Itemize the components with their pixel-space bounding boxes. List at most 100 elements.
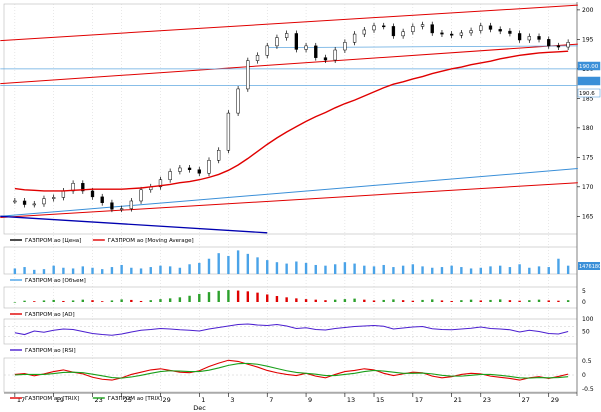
price-candle <box>22 200 27 205</box>
ad-bar <box>304 299 308 302</box>
price-candle <box>246 60 250 90</box>
volume-bar <box>101 269 104 274</box>
price-candle <box>32 203 36 206</box>
price-candle <box>372 25 376 31</box>
price-candle <box>61 190 66 198</box>
price-candle <box>566 42 570 48</box>
x-tick-label: 27 <box>522 396 530 404</box>
price-candle <box>187 167 192 170</box>
x-tick-label: 15 <box>376 396 384 404</box>
volume-bar <box>333 264 337 274</box>
price-candle <box>401 31 405 37</box>
ad-bar <box>440 300 444 302</box>
ad-bar <box>353 298 356 302</box>
x-tick-label: 9 <box>308 396 312 404</box>
price-label-box <box>577 76 601 86</box>
price-candle <box>265 45 269 56</box>
ad-bar <box>498 299 502 302</box>
volume-bar <box>547 267 550 274</box>
price-candle <box>178 167 182 172</box>
channel-upper-line <box>0 4 578 42</box>
volume-bar <box>227 255 230 274</box>
price-candle <box>129 200 133 209</box>
volume-bar <box>528 267 531 274</box>
ad-bar <box>343 299 347 302</box>
ad-bar <box>547 300 550 302</box>
price-candle <box>236 88 240 114</box>
ad-bar <box>266 294 269 302</box>
volume-bar <box>518 264 521 274</box>
legend-label: ГАЗПРОМ ao [Объем] <box>25 278 86 284</box>
price-candle <box>110 202 114 210</box>
ad-bar <box>537 299 541 302</box>
volume-bar <box>207 258 211 274</box>
price-candle <box>556 45 561 48</box>
x-tick-label: 17 <box>415 396 423 404</box>
ad-bar <box>149 300 152 302</box>
trend-navy-line <box>0 215 268 234</box>
price-candle <box>284 33 289 38</box>
ad-bar <box>13 302 17 303</box>
ad-bar <box>518 300 521 302</box>
ad-bar <box>246 291 250 302</box>
volume-bar <box>285 263 288 274</box>
ad-bar <box>110 300 114 302</box>
ad-bar <box>52 299 55 302</box>
volume-bar <box>33 269 36 274</box>
volume-label-box <box>578 262 600 270</box>
ad-bar <box>314 299 317 302</box>
legend-label: ГАЗПРОМ ao [AD] <box>25 312 75 318</box>
volume-bar <box>363 265 366 274</box>
volume-bar <box>382 264 385 274</box>
volume-bar <box>42 269 46 274</box>
volume-bar <box>304 262 308 274</box>
volume-bar <box>81 266 85 274</box>
volume-bar <box>130 267 133 274</box>
volume-bar <box>508 267 512 274</box>
price-candle <box>479 25 483 31</box>
volume-bar <box>188 264 191 274</box>
ad-bar <box>42 300 46 302</box>
ad-y-label: 0 <box>582 299 586 306</box>
y-tick-label: 200 <box>582 7 594 14</box>
price-label-box <box>577 61 601 71</box>
volume-bar <box>324 265 327 274</box>
trix-line-2 <box>14 362 569 379</box>
ad-bar <box>71 300 75 302</box>
volume-bar <box>392 267 395 274</box>
channel-lower-line <box>0 43 578 85</box>
price-candle <box>255 55 260 61</box>
price-candle <box>450 33 454 36</box>
price-candle <box>391 26 396 37</box>
price-candle <box>197 169 201 174</box>
ad-bar <box>324 300 327 302</box>
x-tick-label: 23 <box>483 396 491 404</box>
x-tick-label: 29 <box>162 396 170 404</box>
volume-bar <box>236 250 240 274</box>
price-candle <box>527 36 531 41</box>
price-candle <box>168 171 172 180</box>
volume-bar <box>460 267 463 274</box>
ad-bar <box>139 300 143 302</box>
hline-upper <box>267 45 578 49</box>
ad-bar <box>333 299 337 302</box>
volume-bar <box>431 267 434 274</box>
price-candle <box>158 179 163 188</box>
rsi-y-label: 50 <box>582 329 590 336</box>
pane-rsi <box>3 318 578 345</box>
price-candle <box>362 29 366 35</box>
ad-bar <box>275 296 279 302</box>
volume-bar <box>566 265 570 274</box>
price-candle <box>440 32 444 35</box>
y-tick-label: 175 <box>582 154 594 161</box>
volume-bar <box>52 265 55 274</box>
ad-bar <box>401 300 405 302</box>
volume-bar <box>23 267 26 274</box>
volume-bar <box>62 267 65 274</box>
volume-bar <box>498 265 502 274</box>
price-candle <box>517 33 522 41</box>
volume-bar <box>295 261 298 274</box>
price-candle <box>226 112 231 151</box>
volume-bar <box>537 266 541 274</box>
